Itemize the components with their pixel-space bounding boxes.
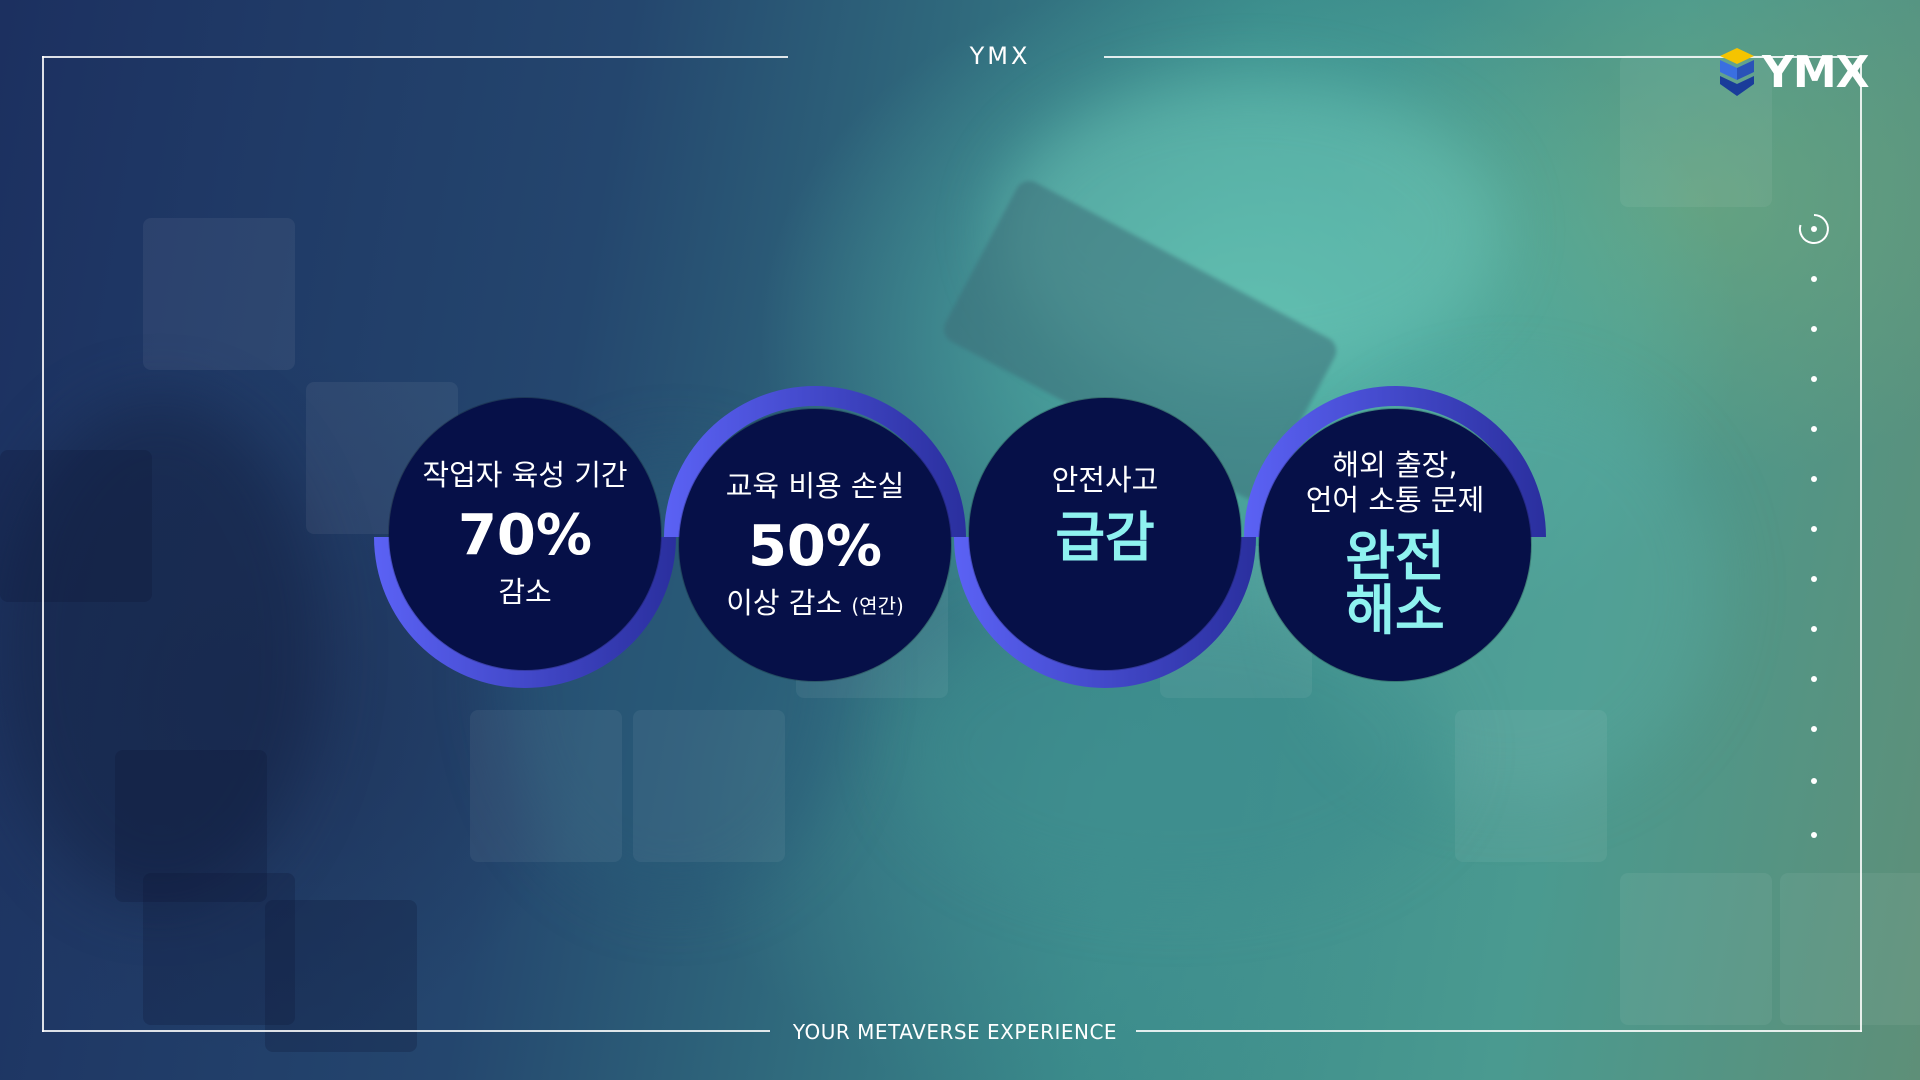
stat-label: 교육 비용 손실 [725,469,905,504]
footer-tagline: YOUR METAVERSE EXPERIENCE [792,1020,1118,1044]
nav-dot[interactable] [1811,626,1817,632]
stat-circle-2: 교육 비용 손실 50% 이상 감소 (연간) [656,385,976,705]
ymx-cube-logo-icon [1714,46,1760,98]
stat-sub: 이상 감소 (연간) [726,586,904,621]
stat-value-line-1: 완전 [1345,524,1445,588]
stat-sub-note: (연간) [851,594,904,618]
stat-label: 안전사고 [1051,462,1159,497]
bg-tile [115,750,267,902]
bg-tile [633,710,785,862]
stat-value: 70% [457,503,593,568]
stat-disc: 안전사고 급감 [969,398,1241,670]
stat-disc: 해외 출장, 언어 소통 문제 완전 해소 [1259,409,1531,681]
bg-tile [470,710,622,862]
bg-tile [1780,873,1920,1025]
nav-dot[interactable] [1811,376,1817,382]
slide-frame [42,56,1862,1032]
stat-sub-text: 이상 감소 [726,586,843,620]
stat-circle-4: 해외 출장, 언어 소통 문제 완전 해소 [1236,385,1556,705]
stat-value-line-2: 해소 [1345,578,1445,642]
nav-dot[interactable] [1811,426,1817,432]
stat-circle-1: 작업자 육성 기간 70% 감소 [366,385,686,705]
frame-top-left-line [42,56,788,58]
ring-arc [374,537,676,688]
bg-tile [265,900,417,1052]
nav-dot[interactable] [1811,726,1817,732]
bg-tile [1455,710,1607,862]
nav-dot[interactable] [1811,326,1817,332]
refresh-icon[interactable] [1797,212,1831,246]
stat-sub: 감소 [498,575,552,609]
ring-arc [664,386,966,537]
nav-dot[interactable] [1811,576,1817,582]
bg-tile [143,218,295,370]
frame-bottom-right-line [1136,1030,1862,1032]
stat-value: 급감 [1055,506,1155,570]
stat-label-line-1: 해외 출장, [1332,448,1458,483]
header-title: YMX [969,42,1031,70]
nav-dot[interactable] [1811,832,1817,838]
nav-dot[interactable] [1811,676,1817,682]
stat-circle-3: 안전사고 급감 [946,385,1266,705]
stat-value: 50% [747,514,883,579]
bg-tile [1620,873,1772,1025]
ring-arc [954,537,1256,688]
brand-logo[interactable]: YMX [1714,44,1874,100]
nav-dot[interactable] [1811,476,1817,482]
logo-text: YMX [1762,46,1870,98]
ring-arc [1244,386,1546,537]
stat-disc: 교육 비용 손실 50% 이상 감소 (연간) [679,409,951,681]
stat-label-line-2: 언어 소통 문제 [1305,483,1485,517]
bg-tile [143,873,295,1025]
bg-tile [0,450,152,602]
nav-dot[interactable] [1811,778,1817,784]
frame-bottom-left-line [42,1030,770,1032]
nav-dot[interactable] [1811,276,1817,282]
frame-top-right-line [1104,56,1862,58]
stat-label: 작업자 육성 기간 [422,458,628,493]
bg-shape [0,400,320,900]
nav-dot[interactable] [1811,526,1817,532]
stat-disc: 작업자 육성 기간 70% 감소 [389,398,661,670]
